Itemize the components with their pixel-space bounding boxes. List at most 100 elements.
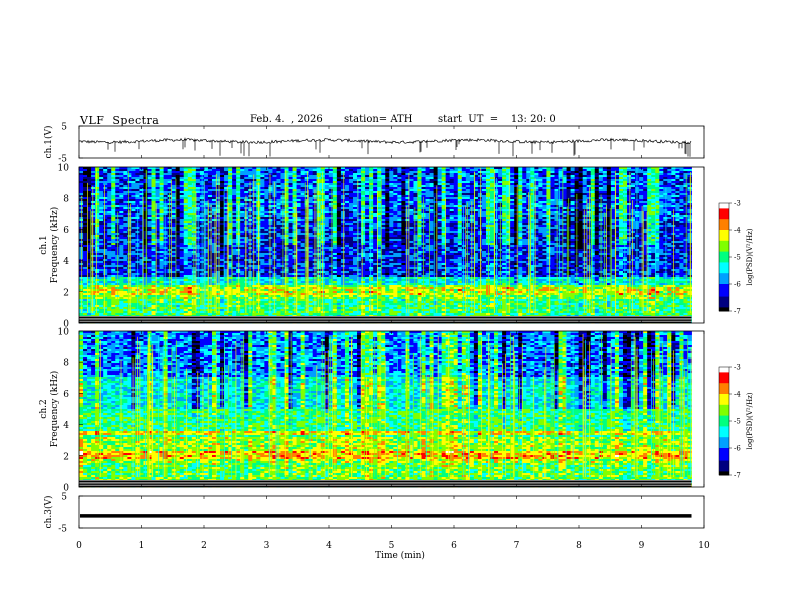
ch1-spectrogram-cell bbox=[135, 179, 140, 182]
ch1-spectrogram-cell bbox=[87, 251, 92, 254]
ch1-spectrogram-cell bbox=[123, 249, 128, 252]
ch1-spectrogram-cell bbox=[99, 253, 104, 256]
ch1-spectrogram-cell bbox=[139, 169, 144, 172]
ch1-spectrogram-cell bbox=[123, 311, 128, 314]
ch1-spectrogram-cell bbox=[143, 205, 148, 208]
ch1-spectrogram-cell bbox=[79, 271, 84, 274]
ch1-spectrogram-cell bbox=[147, 301, 152, 304]
ch1-spectrogram-cell bbox=[203, 201, 209, 204]
ch1-spectrogram-cell bbox=[179, 299, 185, 302]
ch1-spectrogram-cell bbox=[111, 237, 116, 240]
ch1-spectrogram-cell bbox=[119, 289, 124, 292]
ch1-spectrogram-cell bbox=[228, 177, 233, 180]
ch1-spectrogram-cell bbox=[187, 305, 193, 308]
ch1-spectrogram-cell bbox=[159, 187, 165, 190]
ch1-spectrogram-cell bbox=[91, 243, 96, 246]
ch1-spectrogram-cell bbox=[151, 273, 156, 276]
ch1-spectrogram-cell bbox=[115, 199, 120, 202]
ch1-spectrogram-cell bbox=[203, 255, 209, 258]
ch1-spectrogram-cell bbox=[91, 169, 96, 172]
ch1-spectrogram-cell bbox=[187, 263, 193, 266]
ch1-spectrogram-cell bbox=[95, 249, 100, 252]
ch1-spectrogram-cell bbox=[119, 279, 124, 282]
ch1-spectrogram-cell bbox=[111, 205, 116, 208]
ch1-spectrogram-cell bbox=[159, 215, 165, 218]
ch1-spectrogram-cell bbox=[155, 311, 160, 314]
ch1-spectrogram-cell bbox=[95, 231, 100, 234]
ch1-spectrogram-cell bbox=[211, 213, 217, 216]
ch1-spectrogram-cell bbox=[91, 175, 96, 178]
ch1-spectrogram-cell bbox=[175, 179, 181, 182]
ch1-spectrogram-cell bbox=[155, 221, 160, 224]
ch1-spectrogram-cell bbox=[95, 237, 100, 240]
ch1-spectrogram-cell bbox=[111, 283, 116, 286]
ch1-spectrogram-cell bbox=[228, 199, 233, 202]
ch1-spectrogram-cell bbox=[203, 301, 209, 304]
ch1-spectrogram-cell bbox=[228, 255, 233, 258]
ch1-spectrogram-cell bbox=[147, 263, 152, 266]
ch1-spectrogram-cell bbox=[95, 285, 100, 288]
ch1-spectrogram-cell bbox=[220, 205, 225, 208]
ch1-spectrogram-cell bbox=[159, 193, 165, 196]
ch1-spectrogram-cell bbox=[183, 257, 189, 260]
ch1-spectrogram-cell bbox=[123, 233, 128, 236]
ch1-spectrogram-cell bbox=[111, 203, 116, 206]
ch1-spectrogram-cell bbox=[183, 277, 189, 280]
ch1-spectrogram-cell bbox=[131, 187, 136, 190]
ch1-spectrogram-cell bbox=[107, 305, 112, 308]
ch1-spectrogram-cell bbox=[83, 253, 88, 256]
ch1-spectrogram-cell bbox=[95, 191, 100, 194]
ch1-spectrogram-cell bbox=[139, 213, 144, 216]
ch1-spectrogram-cell bbox=[216, 251, 221, 254]
ch1-spectrogram-cell bbox=[95, 241, 100, 244]
ch1-spectrogram-cell bbox=[220, 181, 225, 184]
ch1-spectrogram-cell bbox=[175, 169, 181, 172]
ch1-spectrogram-cell bbox=[175, 193, 181, 196]
ch1-spectrogram-cell bbox=[159, 307, 165, 310]
ch1-spectrogram-cell bbox=[191, 171, 197, 174]
ch1-spectrogram-cell bbox=[232, 247, 237, 250]
ch1-spectrogram-cell bbox=[83, 271, 88, 274]
ch1-spectrogram-cell bbox=[139, 175, 144, 178]
ch1-spectrogram-cell bbox=[211, 311, 217, 314]
ch1-spectrogram-cell bbox=[123, 235, 128, 238]
ch1-spectrogram-cell bbox=[167, 173, 173, 176]
ch1-spectrogram-cell bbox=[207, 211, 213, 214]
ch1-spectrogram-cell bbox=[203, 213, 209, 216]
ch1-spectrogram-cell bbox=[147, 291, 152, 294]
ch1-spectrogram-cell bbox=[228, 175, 233, 178]
ch1-spectrogram-cell bbox=[159, 183, 165, 186]
ch1-spectrogram-cell bbox=[131, 201, 136, 204]
ch1-spectrogram-cell bbox=[87, 179, 92, 182]
ch1-spectrogram-cell bbox=[139, 207, 144, 210]
ch1-spectrogram-cell bbox=[79, 269, 84, 272]
ch1-spectrogram-cell bbox=[87, 267, 92, 270]
ch1-spectrogram-cell bbox=[147, 221, 152, 224]
ch1-spectrogram-cell bbox=[228, 281, 233, 284]
ch1-spectrogram-cell bbox=[151, 199, 156, 202]
ch1-spectrogram-cell bbox=[95, 209, 100, 212]
ch1-spectrogram-cell bbox=[143, 183, 148, 186]
ch1-spectrogram-cell bbox=[95, 205, 100, 208]
ch1-spectrogram-cell bbox=[79, 203, 84, 206]
ch1-spectrogram-cell bbox=[87, 261, 92, 264]
ch1-spectrogram-cell bbox=[127, 257, 132, 260]
ch1-spectrogram-cell bbox=[151, 205, 156, 208]
ch1-spectrogram-cell bbox=[143, 307, 148, 310]
ch1-spectrogram-cell bbox=[99, 287, 104, 290]
ch1-spectrogram-cell bbox=[179, 195, 185, 198]
ch1-spectrogram-cell bbox=[123, 185, 128, 188]
ch1-spectrogram-cell bbox=[83, 291, 88, 294]
ch1-spectrogram-cell bbox=[232, 171, 237, 174]
ch1-spectrogram-cell bbox=[103, 233, 108, 236]
ch1-spectrogram-cell bbox=[159, 291, 165, 294]
ch1-spectrogram-cell bbox=[167, 243, 173, 246]
ch1-spectrogram-cell bbox=[203, 181, 209, 184]
ch1-spectrogram-cell bbox=[83, 179, 88, 182]
ch1-spectrogram-cell bbox=[87, 241, 92, 244]
ch1-spectrogram-cell bbox=[175, 177, 181, 180]
ch1-spectrogram-cell bbox=[127, 193, 132, 196]
ch1-spectrogram-cell bbox=[224, 179, 229, 182]
ch1-spectrogram-cell bbox=[119, 287, 124, 290]
ch1-spectrogram-cell bbox=[155, 295, 160, 298]
